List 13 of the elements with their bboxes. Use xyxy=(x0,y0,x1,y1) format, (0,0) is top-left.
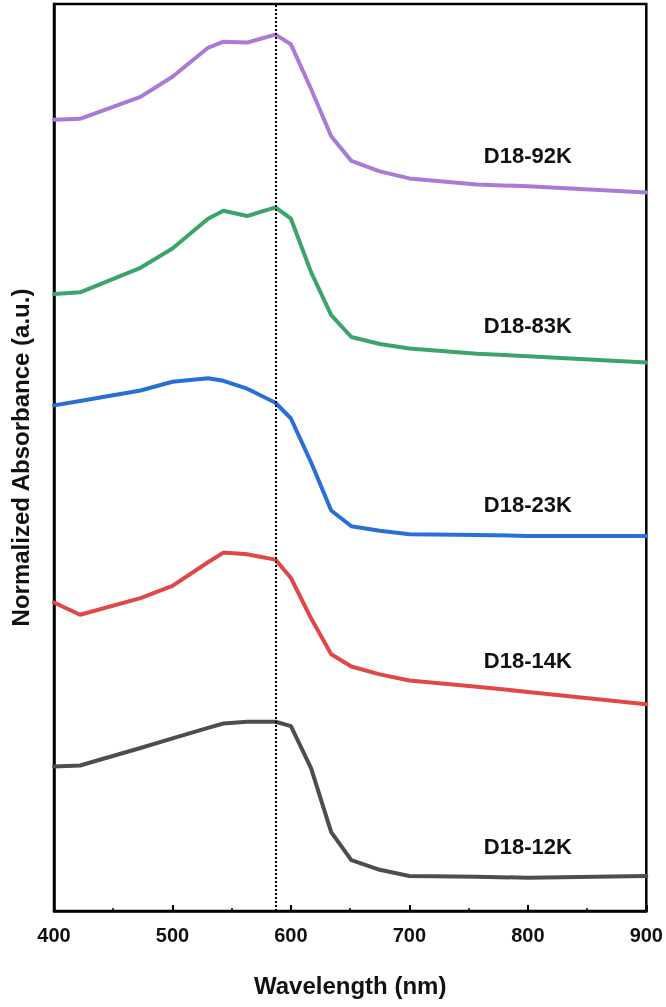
series-label: D18-12K xyxy=(483,834,572,860)
y-axis-title: Normalized Absorbance (a.u.) xyxy=(6,288,34,627)
x-tick-label: 500 xyxy=(155,924,190,946)
x-tick-label: 900 xyxy=(629,924,663,946)
x-tick-label: 800 xyxy=(511,924,545,946)
x-tick-label: 700 xyxy=(392,924,427,946)
series-label: D18-83K xyxy=(483,312,572,338)
x-tick-label: 400 xyxy=(37,924,71,946)
series-label: D18-14K xyxy=(483,648,572,674)
x-tick-label: 600 xyxy=(274,924,308,946)
series-label: D18-92K xyxy=(483,142,572,168)
x-axis-title: Wavelength (nm) xyxy=(253,971,447,999)
series-label: D18-23K xyxy=(483,492,572,518)
